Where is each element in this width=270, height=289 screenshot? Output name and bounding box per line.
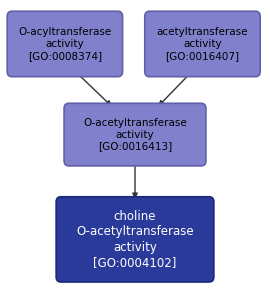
Text: O-acyltransferase
activity
[GO:0008374]: O-acyltransferase activity [GO:0008374] bbox=[18, 27, 112, 61]
Text: O-acetyltransferase
activity
[GO:0016413]: O-acetyltransferase activity [GO:0016413… bbox=[83, 118, 187, 152]
FancyBboxPatch shape bbox=[56, 197, 214, 282]
FancyBboxPatch shape bbox=[64, 103, 206, 166]
FancyBboxPatch shape bbox=[7, 11, 123, 77]
FancyBboxPatch shape bbox=[145, 11, 260, 77]
Text: choline
O-acetyltransferase
activity
[GO:0004102]: choline O-acetyltransferase activity [GO… bbox=[76, 210, 194, 269]
Text: acetyltransferase
activity
[GO:0016407]: acetyltransferase activity [GO:0016407] bbox=[157, 27, 248, 61]
